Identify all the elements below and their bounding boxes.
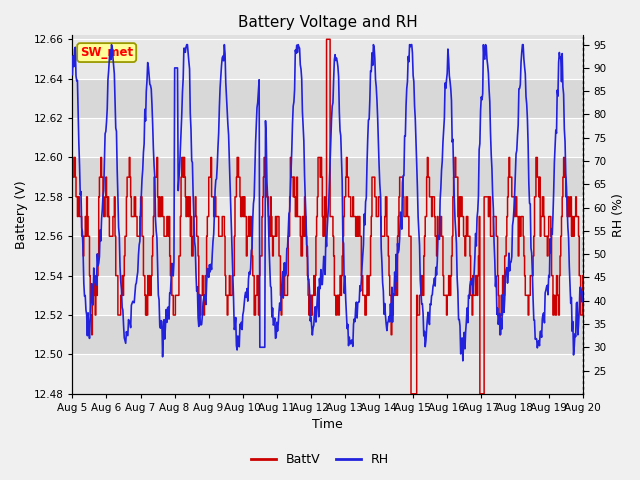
Bar xyxy=(72,118,583,157)
Bar xyxy=(72,79,583,118)
Y-axis label: RH (%): RH (%) xyxy=(612,192,625,237)
Bar xyxy=(72,157,583,197)
Bar xyxy=(72,315,583,354)
Bar xyxy=(72,197,583,236)
Bar xyxy=(72,236,583,276)
Text: SW_met: SW_met xyxy=(80,46,133,59)
Legend: BattV, RH: BattV, RH xyxy=(246,448,394,471)
Y-axis label: Battery (V): Battery (V) xyxy=(15,180,28,249)
Title: Battery Voltage and RH: Battery Voltage and RH xyxy=(237,15,417,30)
X-axis label: Time: Time xyxy=(312,419,343,432)
Bar xyxy=(72,276,583,315)
Bar xyxy=(72,39,583,79)
Bar xyxy=(72,354,583,394)
